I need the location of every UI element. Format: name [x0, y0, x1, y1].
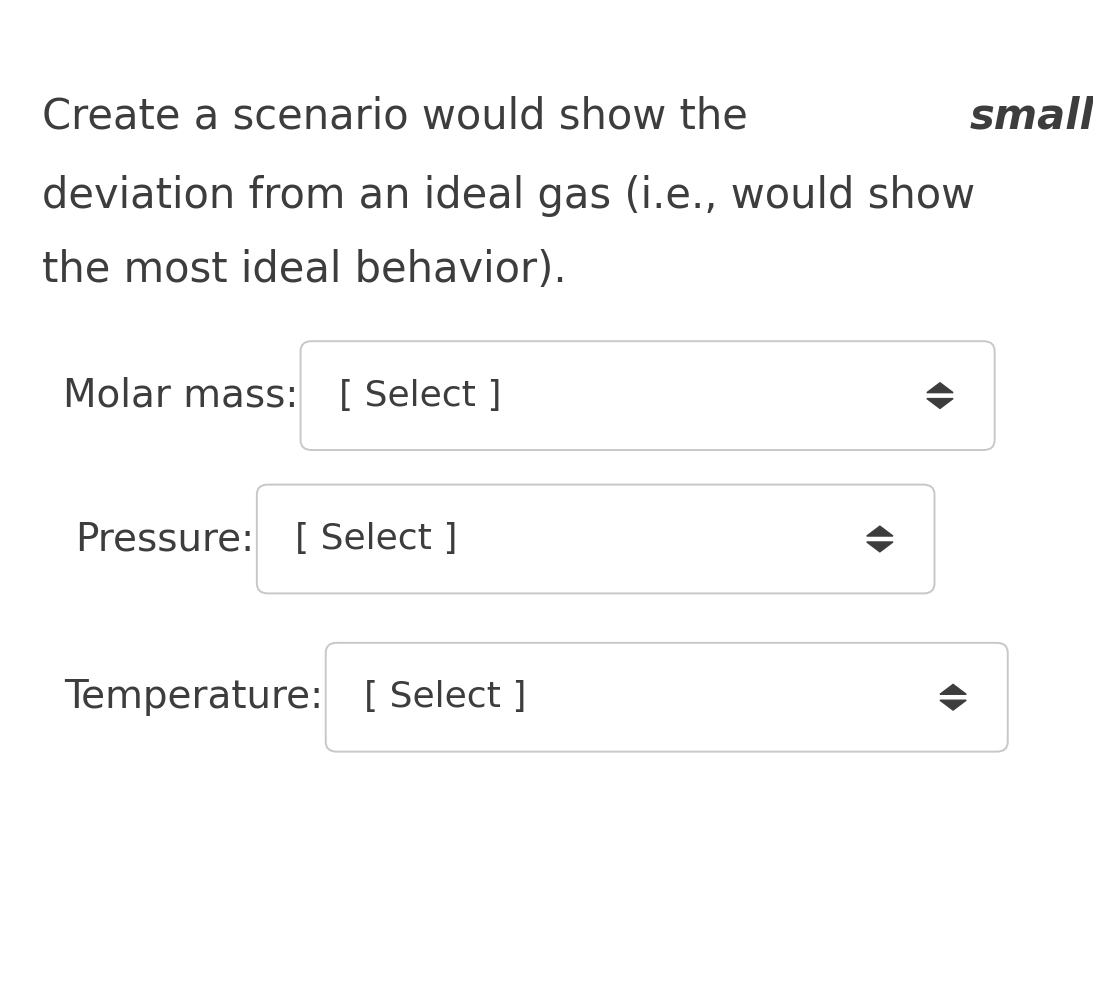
Text: Create a scenario would show the: Create a scenario would show the [42, 96, 761, 137]
Polygon shape [927, 399, 953, 408]
FancyBboxPatch shape [301, 341, 995, 450]
FancyBboxPatch shape [257, 485, 935, 593]
Text: [ Select ]: [ Select ] [364, 680, 527, 714]
Text: Molar mass:: Molar mass: [63, 377, 298, 414]
Text: Temperature:: Temperature: [64, 678, 324, 716]
FancyBboxPatch shape [326, 643, 1008, 752]
Text: Pressure:: Pressure: [75, 520, 255, 558]
Text: smallest: smallest [969, 96, 1093, 137]
Text: [ Select ]: [ Select ] [295, 522, 458, 556]
Polygon shape [867, 542, 893, 552]
Text: the most ideal behavior).: the most ideal behavior). [42, 249, 566, 291]
Polygon shape [940, 700, 966, 710]
Text: [ Select ]: [ Select ] [339, 379, 502, 412]
Polygon shape [940, 684, 966, 694]
Polygon shape [927, 383, 953, 393]
Polygon shape [867, 526, 893, 536]
Text: deviation from an ideal gas (i.e., would show: deviation from an ideal gas (i.e., would… [42, 175, 975, 217]
